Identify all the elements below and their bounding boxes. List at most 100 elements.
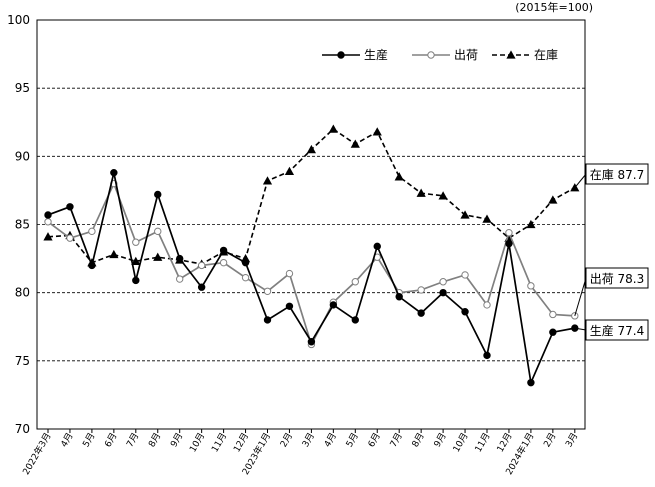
x-tick-label: 12月 [495, 431, 515, 454]
data-point [262, 176, 273, 185]
data-point [44, 211, 52, 219]
series-line [47, 181, 575, 347]
data-point [109, 249, 119, 259]
data-point [176, 254, 184, 263]
x-tick-label: 6月 [103, 431, 120, 449]
data-point [219, 258, 228, 267]
data-point [548, 195, 558, 204]
data-point [263, 316, 272, 324]
data-point [483, 301, 491, 309]
callout-leader [574, 327, 587, 331]
callout-label: 出荷 78.3 [590, 272, 645, 286]
callout-label: 在庫 87.7 [590, 168, 645, 182]
callout-box [585, 319, 649, 341]
data-point [329, 301, 338, 309]
grid-lines [37, 87, 585, 362]
legend-label: 生産 [364, 47, 388, 62]
x-tick-label: 9月 [168, 431, 185, 449]
data-point [505, 228, 513, 237]
series-2 [43, 124, 580, 268]
x-tick-label: 4月 [59, 431, 76, 449]
data-point [110, 168, 118, 177]
data-point [43, 232, 53, 241]
data-point [350, 139, 360, 148]
data-point [306, 144, 316, 154]
data-point [285, 302, 294, 310]
x-tick-label: 11月 [473, 431, 493, 454]
legend-item-0: 生産 [322, 47, 388, 62]
data-point [351, 278, 359, 286]
data-point [197, 283, 206, 291]
callout-2: 在庫 87.7 [574, 163, 649, 189]
data-point [307, 338, 316, 346]
data-point [417, 309, 425, 317]
data-point [154, 190, 162, 199]
x-tick-label: 5月 [81, 431, 98, 449]
x-tick-label: 6月 [366, 431, 383, 449]
y-tick-label: 95 [15, 81, 30, 95]
y-tick-label: 80 [15, 286, 30, 300]
y-tick-label: 70 [15, 422, 30, 436]
y-tick-label: 100 [7, 13, 30, 27]
legend-label: 在庫 [534, 48, 558, 62]
end-value-callouts: 生産 77.4 出荷 78.3 在庫 87.7 [574, 163, 649, 341]
data-point [337, 51, 345, 59]
callout-box [585, 267, 649, 289]
x-tick-label: 2月 [278, 431, 295, 449]
x-tick-label: 4月 [322, 431, 339, 449]
data-point [461, 308, 469, 316]
data-point [328, 124, 338, 133]
y-tick-label: 85 [15, 218, 30, 232]
legend-item-1: 出荷 [412, 48, 478, 62]
data-point [549, 328, 557, 336]
data-point [549, 310, 557, 319]
legend: 生産 出荷 在庫 [322, 47, 558, 62]
data-point [460, 210, 470, 219]
data-point [373, 242, 381, 251]
data-point [394, 172, 404, 181]
data-point [438, 191, 448, 200]
x-tick-label: 10月 [187, 431, 207, 454]
data-point [417, 286, 425, 294]
callout-0: 生産 77.4 [574, 319, 649, 341]
data-point [527, 378, 535, 387]
data-point [241, 258, 250, 267]
unit-note: (2015年=100) [515, 0, 593, 14]
callout-leader [574, 277, 587, 316]
data-point [66, 234, 74, 242]
data-point [131, 256, 141, 265]
data-point [153, 252, 163, 261]
data-point [439, 278, 447, 286]
callout-box [585, 163, 649, 185]
series-1 [44, 179, 579, 349]
data-point [527, 282, 535, 290]
callout-label: 生産 77.4 [590, 323, 645, 338]
data-point [505, 239, 513, 248]
x-tick-label: 5月 [344, 431, 361, 449]
x-tick-label: 10月 [451, 431, 471, 454]
data-point [66, 203, 74, 211]
x-tick-label: 12月 [231, 431, 251, 454]
data-point [154, 227, 162, 236]
series-layer [43, 124, 580, 387]
data-point [219, 246, 228, 255]
data-point [506, 50, 516, 59]
x-tick-label: 2022年3月 [20, 431, 54, 477]
series-0 [44, 168, 579, 387]
data-point [88, 261, 96, 270]
data-point [416, 188, 426, 197]
data-point [439, 288, 447, 297]
x-tick-label: 3月 [564, 431, 581, 449]
legend-label: 出荷 [454, 48, 478, 62]
data-point [351, 316, 359, 324]
y-tick-label: 90 [15, 149, 30, 163]
data-point [132, 238, 140, 246]
x-tick-label: 9月 [432, 431, 449, 449]
data-point [197, 261, 206, 270]
data-point [461, 271, 469, 279]
data-point [482, 214, 492, 223]
data-point [284, 166, 295, 176]
x-tick-label: 3月 [300, 431, 317, 449]
data-point [263, 287, 272, 296]
